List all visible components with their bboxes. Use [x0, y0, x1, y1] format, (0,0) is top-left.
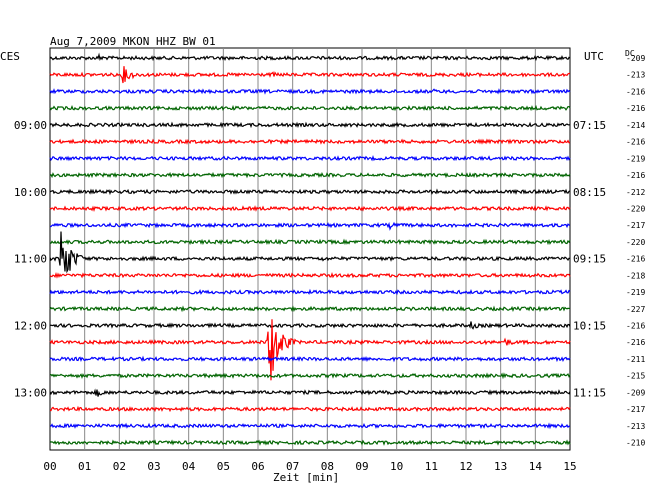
x-tick-label: 15 — [563, 460, 576, 473]
trace-line — [49, 188, 571, 196]
left-time-label: 13:00 — [14, 386, 47, 399]
x-tick-label: 04 — [182, 460, 196, 473]
left-time-label: 09:00 — [14, 119, 47, 132]
left-time-label: 10:00 — [14, 186, 47, 199]
x-tick-label: 03 — [147, 460, 160, 473]
dc-offset-label: -216 — [626, 338, 645, 347]
grid — [84, 48, 536, 450]
trace-line — [49, 66, 571, 84]
trace-line — [49, 138, 571, 145]
x-tick-label: 07 — [286, 460, 299, 473]
right-time-label: 08:15 — [573, 186, 606, 199]
dc-offset-label: -212 — [626, 188, 645, 197]
x-tick-label: 08 — [321, 460, 334, 473]
dc-offset-label: -213 — [626, 422, 645, 431]
dc-offset-label: -217 — [626, 221, 645, 230]
trace-line — [49, 355, 571, 363]
dc-offset-label: -216 — [626, 255, 645, 264]
trace-line — [49, 372, 571, 380]
trace-line — [49, 422, 571, 430]
x-tick-label: 12 — [459, 460, 472, 473]
trace-line — [49, 321, 571, 330]
trace-line — [49, 388, 571, 397]
dc-offset-label: -219 — [626, 288, 645, 297]
left-time-label: 12:00 — [14, 320, 47, 333]
dc-offset-label: -209 — [626, 388, 645, 397]
trace-line — [49, 52, 571, 62]
trace-line — [49, 439, 571, 446]
trace-line — [49, 205, 571, 212]
dc-offset-label: -216 — [626, 138, 645, 147]
x-tick-labels: 00 01 02 03 04 05 06 07 08 09 10 11 12 13 14 15 — [43, 460, 576, 473]
left-time-label: 11:00 — [14, 253, 47, 266]
x-tick-label: 05 — [217, 460, 230, 473]
dc-offset-label: -220 — [626, 238, 645, 247]
dc-offset-label: -219 — [626, 154, 645, 163]
dc-offset-label: -209 — [626, 54, 645, 63]
chart-title: Aug 7,2009 MKON HHZ BW 01 — [50, 35, 216, 48]
trace-line — [49, 88, 571, 95]
trace-line — [49, 231, 571, 274]
dc-offset-label: -215 — [626, 372, 645, 381]
dc-offset-label: -220 — [626, 204, 645, 213]
x-tick-label: 01 — [78, 460, 91, 473]
x-axis-title: Zeit [min] — [273, 471, 339, 484]
left-time-labels: 09:00 10:00 11:00 12:00 13:00 — [14, 119, 47, 400]
right-time-label: 10:15 — [573, 320, 606, 333]
trace-line — [49, 272, 571, 279]
x-tick-label: 13 — [494, 460, 507, 473]
trace-line — [49, 155, 571, 162]
plot-frame — [49, 47, 571, 451]
dc-offset-label: -210 — [626, 439, 645, 448]
trace-line — [49, 405, 571, 413]
dc-offset-label: -216 — [626, 171, 645, 180]
trace-line — [50, 221, 571, 231]
x-tick-label: 00 — [43, 460, 56, 473]
trace-line — [49, 121, 571, 129]
right-time-label: 11:15 — [573, 386, 606, 399]
dc-offset-label: -227 — [626, 305, 645, 314]
trace-line — [49, 288, 571, 296]
dc-offset-label: -216 — [626, 104, 645, 113]
right-time-label: 09:15 — [573, 253, 606, 266]
dc-offset-label: -216 — [626, 87, 645, 96]
x-tick-label: 02 — [113, 460, 126, 473]
dc-offset-label: -214 — [626, 121, 645, 130]
dc-offset-label: -216 — [626, 322, 645, 331]
dc-offset-label: -211 — [626, 355, 645, 364]
x-tick-label: 06 — [251, 460, 264, 473]
dc-offset-label: -218 — [626, 271, 645, 280]
x-tick-label: 09 — [355, 460, 368, 473]
x-tick-label: 11 — [425, 460, 438, 473]
trace-line — [49, 238, 571, 246]
trace-line — [49, 104, 571, 112]
right-time-label: 07:15 — [573, 119, 606, 132]
traces — [49, 52, 571, 446]
left-axis-label: CES — [0, 50, 20, 63]
dc-offset-labels: -209 -213 -216 -216 -214 -216 -219 -216 -212 -220… — [626, 54, 645, 448]
x-tick-label: 14 — [529, 460, 543, 473]
right-time-labels: 07:15 08:15 09:15 10:15 11:15 — [573, 119, 606, 400]
right-axis-label: UTC — [584, 50, 604, 63]
trace-line — [49, 319, 571, 381]
dc-label: DC — [625, 49, 635, 58]
dc-offset-label: -217 — [626, 405, 645, 414]
x-tick-label: 10 — [390, 460, 403, 473]
trace-line — [49, 305, 571, 313]
dc-offset-label: -213 — [626, 71, 645, 80]
trace-line — [49, 171, 571, 179]
